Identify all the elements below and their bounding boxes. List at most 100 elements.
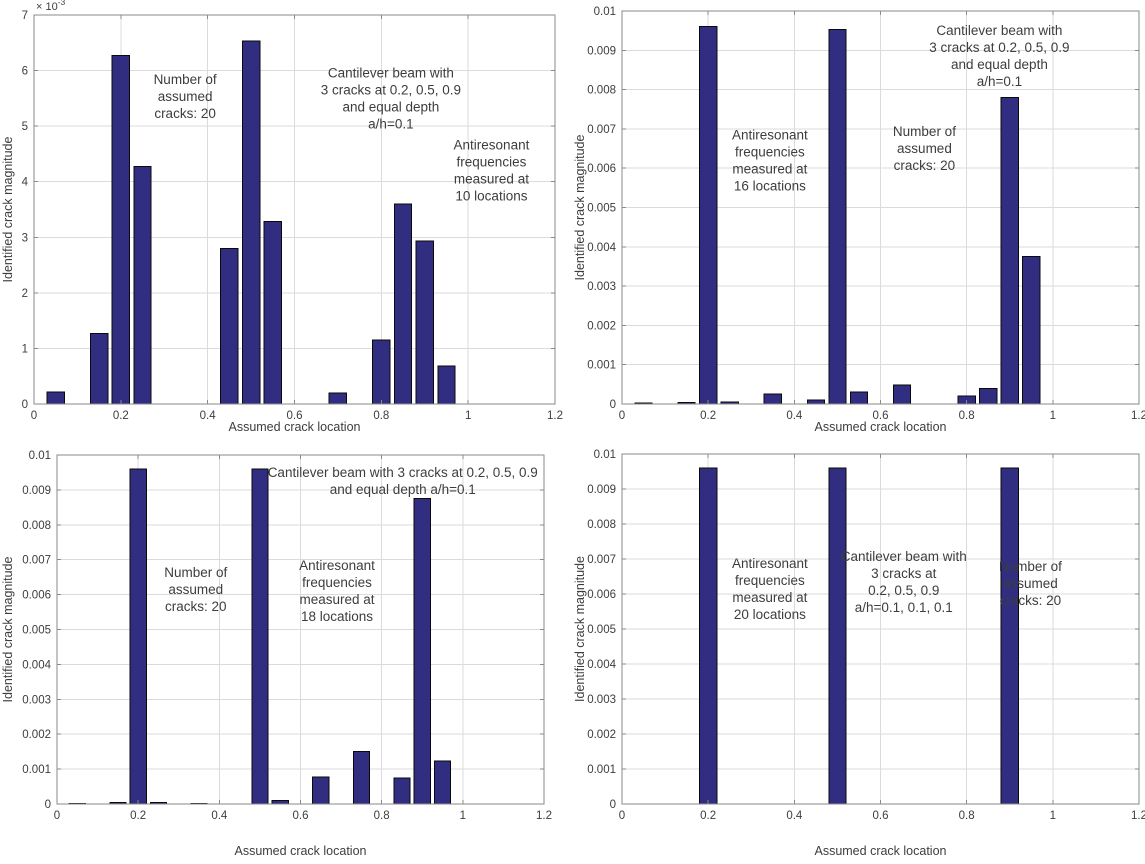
- x-axis-label: Assumed crack location: [814, 420, 946, 434]
- x-tick-label: 0.2: [113, 410, 129, 422]
- y-axis-label: Identified crack magnitude: [573, 134, 587, 280]
- bar: [372, 339, 391, 405]
- bar: [849, 391, 869, 405]
- y-axis-label: Identified crack magnitude: [1, 556, 15, 702]
- y-tick-label: 4: [22, 177, 29, 189]
- x-tick-label: 0.8: [374, 810, 390, 822]
- x-tick-label: 0.8: [373, 410, 389, 422]
- y-tick-label: 0.003: [587, 694, 616, 706]
- x-tick-label: 1.2: [547, 410, 563, 422]
- y-tick-label: 0.001: [587, 360, 616, 372]
- bar: [312, 776, 330, 805]
- x-tick-label: 1.2: [536, 810, 552, 822]
- bar: [129, 468, 147, 805]
- bar-chart-svg: 0 0.2 0.4 0.6 0.8 1 1.2 0 0.001 0.002 0.003 0.004 0.…: [573, 6, 1145, 434]
- y-tick-label: 0: [610, 799, 616, 811]
- y-tick-label: 0.002: [587, 729, 616, 741]
- x-tick-label: 1.2: [1131, 410, 1145, 422]
- plot-area: [621, 453, 1140, 805]
- x-tick-label: 0.8: [959, 410, 975, 422]
- bar: [828, 467, 847, 805]
- bar-chart-svg: 0 0.2 0.4 0.6 0.8 1 1.2 0 1 2 3 4 5 6 7 × 10-3 Assumed c…: [1, 0, 563, 434]
- x-tick-label: 1: [1050, 410, 1056, 422]
- y-tick-label: 0: [610, 399, 616, 411]
- x-tick-label: 0.2: [700, 410, 716, 422]
- y-tick-label: 0.007: [587, 554, 616, 566]
- bar-chart-top-right: 0 0.2 0.4 0.6 0.8 1 1.2 0 0.001 0.002 0.003 0.004 0.…: [572, 0, 1145, 440]
- y-tick-label: 0: [45, 799, 51, 811]
- x-tick-label: 0.6: [873, 810, 889, 822]
- bar: [699, 467, 718, 805]
- plot-area: [56, 454, 545, 805]
- y-tick-label: 0.009: [587, 484, 616, 496]
- annotation: Cantilever beam with 3 cracks at 0.2, 0.…: [268, 465, 538, 497]
- bar: [393, 777, 411, 805]
- y-axis-label: Identified crack magnitude: [1, 136, 15, 282]
- bar: [352, 751, 370, 805]
- annotation: Antiresonant frequencies measured at 18 loc…: [299, 558, 375, 624]
- bar: [241, 40, 261, 405]
- annotation: Antiresonant frequencies measured at 20 loc…: [732, 556, 808, 622]
- bar: [892, 384, 912, 405]
- bar: [46, 391, 65, 405]
- bar: [263, 221, 282, 405]
- bar: [413, 498, 431, 805]
- x-tick-label: 0: [54, 810, 60, 822]
- y-tick-label: 6: [22, 66, 28, 78]
- y-tick-label: 0.004: [22, 659, 51, 671]
- y-tick-label: 0.002: [22, 729, 51, 741]
- x-tick-label: 0.4: [786, 810, 803, 822]
- y-tick-label: 0.001: [587, 764, 616, 776]
- bar: [979, 387, 998, 405]
- y-tick-label: 0.01: [594, 449, 616, 461]
- bar: [89, 332, 109, 405]
- x-tick-label: 0.6: [293, 810, 309, 822]
- bar: [133, 166, 152, 405]
- y-tick-label: 0.007: [22, 555, 51, 567]
- y-tick-label: 0.009: [587, 45, 616, 57]
- bar-chart-svg: 0 0.2 0.4 0.6 0.8 1 1.2 0 0.001 0.002 0.003 0.004 0.…: [573, 449, 1145, 858]
- x-tick-label: 0: [619, 410, 625, 422]
- y-tick-label: 2: [22, 288, 28, 300]
- plot-area: [621, 10, 1140, 405]
- x-tick-label: 0.6: [873, 410, 889, 422]
- bar: [415, 240, 434, 405]
- y-exponent-label: × 10-3: [36, 0, 66, 13]
- x-tick-label: 0.8: [959, 810, 975, 822]
- bar: [828, 28, 847, 405]
- x-tick-label: 1: [460, 810, 466, 822]
- annotation: Cantilever beam with 3 cracks at 0.2, 0.5…: [321, 66, 461, 132]
- y-tick-label: 0.007: [587, 124, 616, 136]
- x-tick-label: 0.2: [700, 810, 716, 822]
- y-tick-label: 0.008: [587, 85, 616, 97]
- y-tick-label: 0.008: [587, 519, 616, 531]
- y-tick-label: 0.004: [587, 659, 616, 671]
- x-tick-label: 1.2: [1131, 810, 1145, 822]
- y-axis-label: Identified crack magnitude: [573, 556, 587, 702]
- bar: [220, 247, 239, 405]
- bar: [393, 203, 413, 405]
- x-tick-label: 0: [619, 810, 625, 822]
- x-axis-label: Assumed crack location: [228, 420, 360, 434]
- x-tick-label: 0.6: [287, 410, 303, 422]
- bar: [433, 760, 452, 805]
- y-tick-label: 0.005: [22, 625, 51, 637]
- bar: [111, 55, 131, 405]
- bar: [1000, 467, 1019, 805]
- annotation: Cantilever beam with 3 cracks at 0.2, 0.5…: [929, 23, 1069, 89]
- y-tick-label: 0.003: [587, 281, 616, 293]
- x-tick-label: 0.2: [130, 810, 146, 822]
- x-tick-label: 0.4: [200, 410, 217, 422]
- y-tick-label: 0.006: [587, 163, 616, 175]
- bar: [699, 26, 718, 405]
- y-tick-label: 0.001: [22, 764, 51, 776]
- x-tick-label: 1: [465, 410, 471, 422]
- annotation: Antiresonant frequencies measured at 10 loc…: [454, 138, 530, 204]
- bar: [1000, 96, 1019, 405]
- y-tick-label: 0.002: [587, 320, 616, 332]
- bar-chart-bottom-right: 0 0.2 0.4 0.6 0.8 1 1.2 0 0.001 0.002 0.003 0.004 0.…: [572, 440, 1145, 864]
- y-tick-label: 0: [22, 399, 28, 411]
- y-tick-label: 0.01: [594, 6, 616, 18]
- y-tick-label: 0.006: [587, 589, 616, 601]
